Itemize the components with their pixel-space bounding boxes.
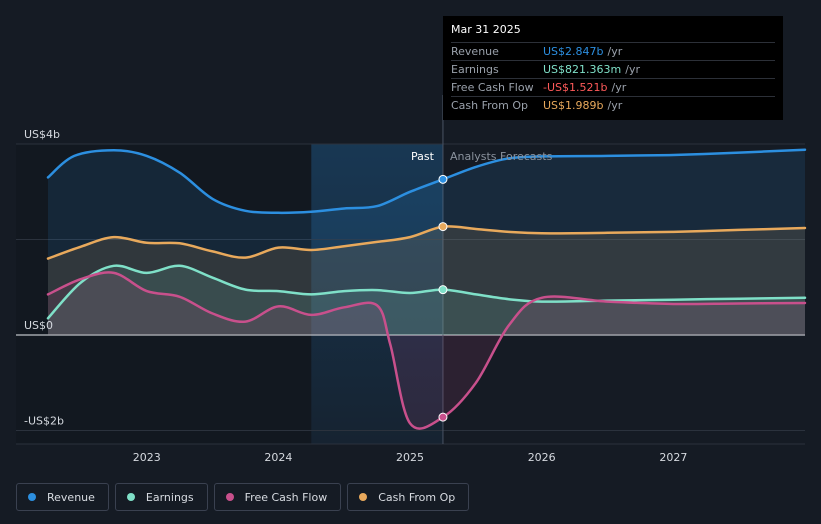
tooltip-label: Free Cash Flow (451, 81, 534, 94)
legend: Revenue Earnings Free Cash Flow Cash Fro… (16, 483, 470, 511)
area-cash-from-op (48, 226, 805, 335)
tooltip-unit: /yr (611, 81, 627, 94)
tooltip-value: US$1.989b (543, 99, 604, 112)
tooltip-value: -US$1.521b (543, 81, 608, 94)
legend-item-cash-from-op[interactable]: Cash From Op (347, 483, 470, 511)
x-tick-label: 2025 (396, 451, 424, 464)
legend-label: Revenue (47, 490, 95, 504)
tooltip-row-free-cash-flow: Free Cash Flow -US$1.521b /yr (451, 78, 775, 96)
x-tick-label: 2023 (133, 451, 161, 464)
tooltip-unit: /yr (625, 63, 640, 76)
tooltip-panel: Mar 31 2025 Revenue US$2.847b /yr Earnin… (443, 16, 783, 120)
tooltip-label: Revenue (451, 45, 499, 58)
line-revenue (46, 148, 807, 215)
area-earnings (48, 265, 805, 335)
tooltip-label: Earnings (451, 63, 499, 76)
legend-label: Earnings (145, 490, 194, 504)
line-free-cash-flow (46, 271, 807, 430)
x-tick-label: 2026 (528, 451, 556, 464)
area-revenue (48, 149, 805, 335)
forecast-label: Analysts Forecasts (450, 150, 553, 163)
legend-dot-icon (359, 493, 368, 501)
marker-cash-from-op (438, 222, 448, 232)
x-tick-label: 2024 (264, 451, 292, 464)
y-tick-label: -US$2b (24, 415, 64, 428)
marker-revenue (438, 174, 448, 184)
legend-label: Cash From Op (378, 490, 456, 504)
tooltip-unit: /yr (607, 45, 623, 58)
line-cash-from-op (46, 225, 807, 260)
marker-earnings (438, 285, 448, 295)
past-label: Past (411, 150, 435, 163)
marker-free-cash-flow (438, 412, 448, 422)
tooltip-label: Cash From Op (451, 99, 529, 112)
highlight-region (311, 144, 443, 444)
tooltip-value: US$2.847b (543, 45, 604, 58)
legend-item-revenue[interactable]: Revenue (16, 483, 109, 511)
legend-dot-icon (126, 493, 135, 501)
tooltip-row-earnings: Earnings US$821.363m /yr (451, 60, 775, 78)
tooltip-value: US$821.363m (543, 63, 622, 76)
area-free-cash-flow (48, 272, 805, 429)
tooltip-date: Mar 31 2025 (451, 23, 521, 36)
legend-dot-icon (225, 493, 234, 501)
y-tick-label: US$4b (24, 128, 60, 141)
legend-item-free-cash-flow[interactable]: Free Cash Flow (213, 483, 342, 511)
legend-dot-icon (28, 493, 36, 501)
legend-item-earnings[interactable]: Earnings (114, 483, 208, 511)
legend-label: Free Cash Flow (244, 490, 328, 504)
x-tick-label: 2027 (659, 451, 687, 464)
tooltip-row-cash-from-op: Cash From Op US$1.989b /yr (451, 96, 775, 114)
y-tick-label: US$0 (24, 319, 53, 332)
tooltip-unit: /yr (607, 99, 623, 112)
tooltip-row-revenue: Revenue US$2.847b /yr (451, 42, 775, 60)
